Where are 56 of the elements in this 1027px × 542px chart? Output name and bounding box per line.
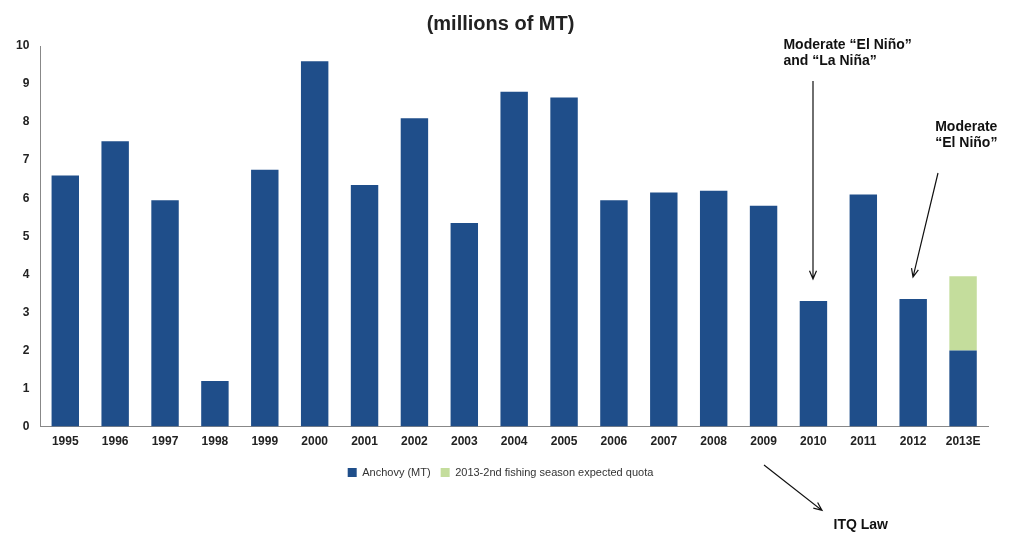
bar [949, 276, 977, 351]
bar [899, 299, 927, 427]
bar [650, 192, 678, 427]
chart-title: (millions of MT) [426, 11, 575, 34]
x-tick-label: 2012 [899, 434, 927, 449]
bar [749, 205, 778, 427]
x-tick-label: 1998 [201, 434, 229, 449]
x-tick-label: 2004 [500, 434, 528, 449]
legend-label: 2013-2nd fishing season expected quota [455, 465, 655, 478]
bar [550, 97, 578, 427]
bar [799, 301, 828, 427]
x-tick-label: 2008 [700, 434, 728, 449]
bar [450, 222, 479, 427]
y-tick-label: 3 [22, 304, 30, 319]
y-tick-label: 1 [22, 380, 30, 395]
x-tick-label: 2000 [301, 434, 329, 449]
bar [201, 380, 229, 427]
text: ITQ Law [833, 516, 889, 532]
bar [350, 184, 379, 427]
x-tick-label: 2010 [800, 434, 828, 449]
bar [300, 61, 329, 427]
bar [600, 200, 628, 427]
bar [949, 350, 977, 427]
annotation: Moderate “El Niño” and “La Niña” [783, 36, 913, 68]
y-tick-label: 0 [22, 418, 30, 433]
y-tick-label: 8 [22, 114, 30, 129]
x-tick-label: 2009 [750, 434, 778, 449]
x-tick-label: 2002 [401, 434, 429, 449]
x-tick-label: 2011 [850, 434, 877, 449]
bar [500, 91, 528, 427]
bar [400, 118, 429, 427]
x-tick-label: 2007 [650, 434, 678, 449]
x-tick-label: 1999 [251, 434, 279, 449]
bar [101, 141, 129, 427]
annotation: Moderate “El Niño” [935, 118, 999, 150]
x-tick-label: 2005 [550, 434, 578, 449]
y-tick-label: 10 [15, 38, 30, 53]
x-tick-label: 2006 [600, 434, 628, 449]
x-tick-label: 2013E [945, 434, 981, 449]
bar [699, 190, 728, 427]
y-tick-label: 9 [22, 76, 30, 91]
y-tick-label: 6 [22, 190, 30, 205]
x-tick-label: 1997 [151, 434, 179, 449]
x-tick-label: 1995 [51, 434, 79, 449]
y-tick-label: 2 [22, 342, 30, 357]
bar [51, 175, 79, 427]
bar [251, 169, 279, 427]
x-tick-label: 2001 [351, 434, 379, 449]
y-tick-label: 4 [22, 266, 30, 281]
legend-label: Anchovy (MT) [362, 465, 431, 478]
y-tick-label: 7 [22, 152, 30, 167]
bar [849, 194, 878, 427]
x-tick-label: 2003 [450, 434, 478, 449]
bar [151, 200, 179, 427]
y-tick-label: 5 [22, 228, 30, 243]
x-tick-label: 1996 [101, 434, 129, 449]
